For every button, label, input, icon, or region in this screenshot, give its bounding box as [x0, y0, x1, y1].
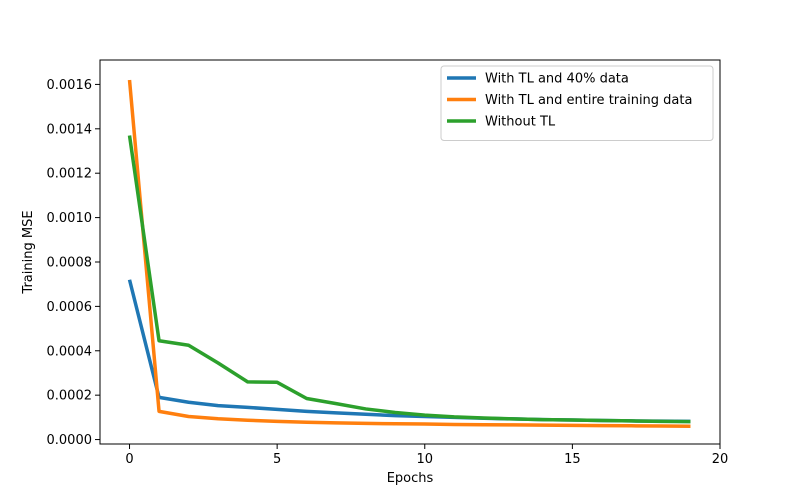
legend-label: With TL and entire training data — [485, 93, 692, 108]
series-line-3 — [127, 135, 691, 424]
y-tick-label: 0.0006 — [47, 300, 93, 315]
series-line-2 — [127, 79, 691, 428]
y-tick-label: 0.0010 — [47, 211, 93, 226]
y-axis-ticks: 0.0000 0.0002 0.0004 0.0006 0.0008 0.0010 0.00… — [47, 78, 100, 448]
x-tick-label: 5 — [273, 452, 281, 467]
y-tick-label: 0.0012 — [47, 167, 93, 182]
x-axis-ticks: 0 5 10 15 20 — [125, 444, 728, 467]
legend: With TL and 40% data With TL and entire t… — [440, 65, 714, 141]
y-tick-label: 0.0014 — [47, 122, 93, 137]
plot-frame — [99, 59, 721, 445]
x-tick-label: 15 — [564, 452, 581, 467]
y-tick-label: 0.0002 — [47, 389, 93, 404]
legend-box — [440, 65, 714, 141]
y-tick-label: 0.0008 — [47, 255, 93, 270]
x-tick-label: 0 — [125, 452, 133, 467]
y-tick-label: 0.0004 — [47, 344, 93, 359]
y-tick-label: 0.0016 — [47, 78, 93, 93]
series-layer — [127, 79, 691, 428]
x-axis-label: Epochs — [387, 471, 434, 486]
y-axis-label: Training MSE — [21, 210, 36, 294]
legend-label: With TL and 40% data — [485, 72, 629, 87]
y-tick-label: 0.0000 — [47, 433, 93, 448]
x-tick-label: 10 — [416, 452, 433, 467]
legend-label: Without TL — [485, 115, 556, 130]
x-tick-label: 20 — [712, 452, 729, 467]
